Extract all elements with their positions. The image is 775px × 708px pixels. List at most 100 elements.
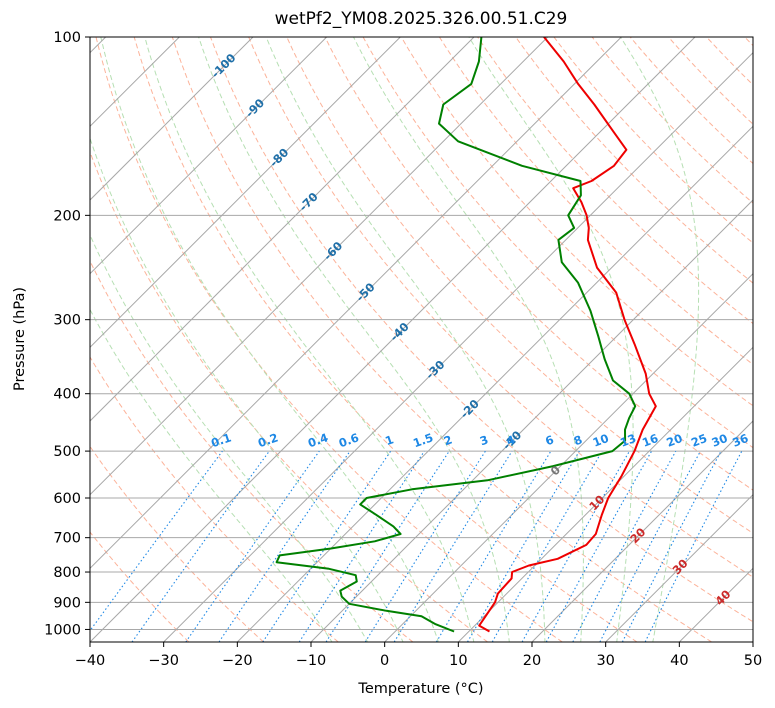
mixing-ratio-line (545, 450, 653, 642)
isotherm-gridlines (90, 37, 753, 642)
mixing-ratio-line (572, 450, 677, 642)
mixing-ratio-label: 10 (591, 431, 611, 450)
dewpoint-profile (275, 37, 637, 633)
dry-adiabat-line (90, 356, 339, 642)
mixing-ratio-label: 1.5 (411, 430, 435, 450)
isotherm-gridline (90, 37, 328, 275)
x-tick-label: −10 (296, 653, 327, 669)
moist-adiabat-line (198, 37, 510, 642)
line-labels: -100-90-80-70-60-50-40-30-20-10010203040… (208, 51, 750, 609)
mixing-ratio-label: 0.1 (209, 430, 233, 450)
isotherm-gridline (90, 37, 254, 201)
dry-adiabat-line (591, 37, 753, 204)
isotherm-label: -20 (457, 397, 482, 422)
isotherm-gridline (752, 641, 753, 642)
dry-adiabat-line (248, 37, 753, 578)
dry-adiabat-line (171, 37, 712, 642)
mixing-ratio-line (325, 450, 450, 642)
isotherm-gridline (678, 567, 753, 642)
dry-adiabat-line (90, 259, 414, 642)
isotherm-label: 40 (712, 587, 733, 608)
x-tick-label: −20 (222, 653, 253, 669)
mixing-ratio-label: 2 (442, 432, 454, 448)
plot-frame (89, 36, 754, 643)
dry-adiabat-line (744, 37, 753, 47)
isotherm-gridline (90, 37, 401, 349)
dry-adiabat-line (362, 37, 753, 449)
x-tick-label: 50 (744, 653, 762, 669)
moist-adiabat-line (90, 233, 369, 642)
isotherm-gridline (163, 51, 753, 642)
mixing-ratio-label: 3 (478, 432, 490, 448)
mixing-ratio-line (185, 450, 320, 642)
moist-adiabat-line (90, 308, 333, 642)
x-tick-label: −40 (75, 653, 106, 669)
isotherm-label: -100 (208, 51, 238, 81)
dry-adiabat-line (210, 37, 753, 623)
isotherm-gridline (384, 272, 753, 642)
x-tick-label: 10 (449, 653, 467, 669)
x-tick-label: 30 (596, 653, 614, 669)
dry-adiabat-line (133, 37, 638, 642)
dry-adiabat-line (553, 37, 753, 244)
mixing-ratio-line (262, 450, 392, 642)
x-axis-label: Temperature (°C) (357, 681, 483, 697)
isotherm-gridline (90, 37, 622, 570)
x-tick-label: 0 (380, 653, 389, 669)
mixing-ratio-label: 0.4 (306, 430, 330, 450)
moist-adiabat-line (100, 37, 439, 642)
y-tick-label: 600 (53, 491, 81, 507)
mixing-ratio-label: 0.6 (337, 430, 361, 450)
x-tick-label: 20 (523, 653, 541, 669)
mixing-ratio-label: 20 (664, 431, 684, 450)
mixing-ratio-line (521, 450, 630, 642)
y-tick-label: 300 (53, 313, 81, 329)
dry-adiabats (90, 37, 753, 642)
y-tick-label: 1000 (44, 622, 81, 638)
moist-adiabat-line (620, 37, 700, 642)
pressure-gridlines (90, 37, 753, 630)
moist-adiabat-line (144, 37, 475, 642)
isotherm-gridline (605, 493, 753, 642)
x-tick-label: 40 (670, 653, 688, 669)
dry-adiabat-line (438, 37, 753, 366)
dry-adiabat-line (400, 37, 753, 407)
mixing-ratio-line (393, 450, 513, 642)
isotherm-gridline (531, 420, 753, 642)
x-tick-label: −30 (148, 653, 179, 669)
moist-adiabat-line (353, 37, 584, 642)
chart-title: wetPf2_YM08.2025.326.00.51.C29 (275, 9, 568, 29)
mixing-ratio-label: 6 (543, 432, 555, 448)
dry-adiabat-line (668, 37, 753, 125)
mixing-ratio-label: 13 (618, 431, 638, 450)
mixing-ratio-line (644, 450, 743, 642)
mixing-ratio-label: 36 (730, 431, 750, 450)
dry-adiabat-line (706, 37, 753, 86)
y-tick-label: 500 (53, 444, 81, 460)
mixing-ratio-line (298, 450, 425, 642)
y-tick-label: 700 (53, 531, 81, 547)
mixing-ratio-label: 30 (710, 431, 730, 450)
dry-adiabat-line (90, 150, 488, 642)
isotherm-label: -90 (243, 96, 268, 121)
mixing-ratio-lines (90, 450, 743, 642)
moist-adiabats (90, 37, 700, 642)
mixing-ratio-label: 8 (572, 432, 584, 448)
y-tick-label: 200 (53, 208, 81, 224)
mixing-ratio-line (621, 450, 722, 642)
mixing-ratio-line (218, 450, 351, 642)
isotherm-label: 30 (670, 556, 691, 577)
moist-adiabat-line (90, 136, 404, 642)
isotherm-gridline (90, 37, 696, 642)
mixing-ratio-label: 0.2 (256, 430, 280, 450)
y-tick-label: 100 (53, 30, 81, 46)
isotherm-gridline (457, 346, 753, 642)
dry-adiabat-line (90, 445, 264, 642)
dry-adiabat-line (90, 531, 190, 642)
y-tick-label: 900 (53, 595, 81, 611)
mixing-ratio-label: 16 (640, 431, 660, 450)
mixing-ratio-line (131, 450, 270, 642)
temperature-profile (478, 37, 657, 633)
mixing-ratio-line (599, 450, 701, 642)
